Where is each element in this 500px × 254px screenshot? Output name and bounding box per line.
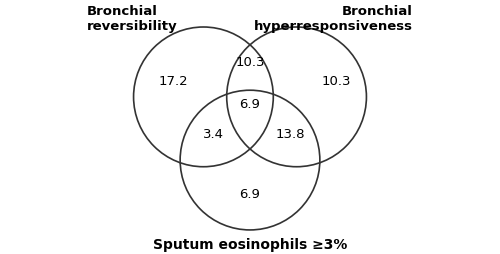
Text: 6.9: 6.9 bbox=[240, 187, 260, 200]
Text: 10.3: 10.3 bbox=[236, 56, 265, 69]
Text: Bronchial
reversibility: Bronchial reversibility bbox=[87, 5, 178, 33]
Text: 10.3: 10.3 bbox=[322, 74, 351, 87]
Text: 13.8: 13.8 bbox=[275, 128, 304, 140]
Text: Sputum eosinophils ≥3%: Sputum eosinophils ≥3% bbox=[153, 237, 347, 251]
Text: 6.9: 6.9 bbox=[240, 98, 260, 110]
Text: 17.2: 17.2 bbox=[158, 74, 188, 87]
Text: Bronchial
hyperresponsiveness: Bronchial hyperresponsiveness bbox=[254, 5, 413, 33]
Text: 3.4: 3.4 bbox=[203, 128, 224, 140]
